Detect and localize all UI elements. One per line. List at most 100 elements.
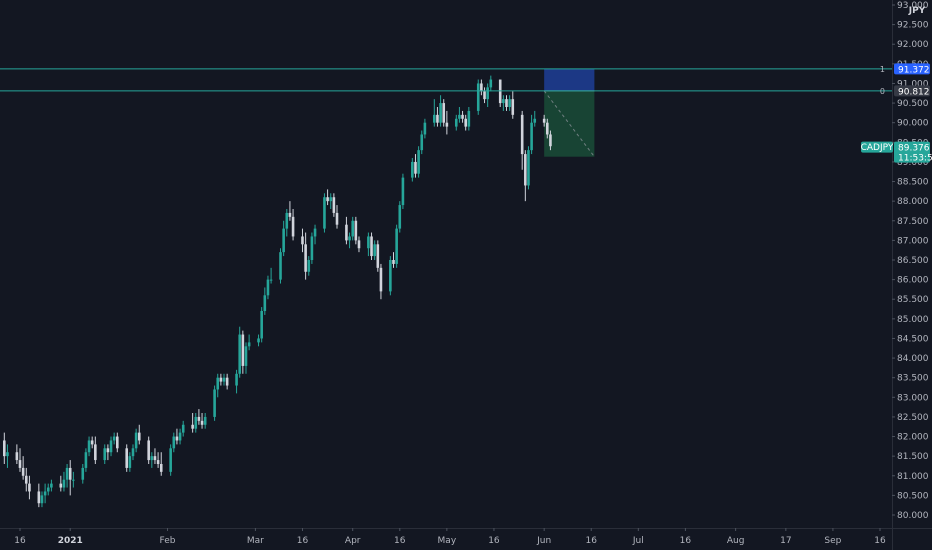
time-tick-label: Aug: [727, 536, 745, 546]
price-tick-label: 92.500: [897, 21, 929, 31]
candle-body-up: [62, 479, 66, 488]
time-axis[interactable]: 16 2021 Feb Mar 16 Apr 16 May 16 Jun 16 Jul 16 Aug 17 S…: [14, 528, 886, 546]
time-tick-label: 16: [297, 536, 309, 546]
candle-body-up: [401, 177, 405, 206]
candle-body-down: [461, 114, 464, 119]
candle-body-down: [115, 436, 119, 449]
candle-body-up: [323, 197, 326, 229]
candle-body-up: [351, 220, 355, 237]
time-tick-label: Jun: [536, 536, 551, 546]
candle-body-up: [238, 334, 242, 374]
candle-body-up: [398, 205, 402, 229]
candle-body-up: [527, 150, 530, 186]
candle-body-up: [395, 228, 398, 264]
candle-body-down: [175, 436, 179, 441]
candle-body-up: [439, 103, 442, 123]
time-tick-label: 17: [780, 536, 791, 546]
candle-body-up: [203, 416, 207, 425]
candle-body-up: [194, 416, 198, 429]
candle-body-down: [147, 440, 150, 461]
candle-body-down: [549, 134, 552, 147]
price-tick-label: 83.000: [897, 393, 929, 403]
time-tick-label: 16: [586, 536, 598, 546]
candle-body-up: [266, 279, 270, 296]
candle-body-down: [505, 99, 508, 107]
candle-body-up: [486, 87, 489, 100]
price-tick-label: 87.000: [897, 236, 929, 246]
candle-body-down: [3, 440, 6, 457]
candle-body-up: [216, 377, 220, 390]
candle-body-up: [467, 110, 471, 127]
candle-body-up: [502, 99, 505, 104]
candle-body-up: [43, 491, 47, 496]
candle-body-down: [241, 334, 245, 366]
price-tick-label: 89.000: [897, 158, 929, 168]
candle-body-up: [128, 456, 132, 468]
symbol-badge-bg: [861, 141, 893, 153]
candles: [3, 75, 552, 508]
horizontal-lines[interactable]: 10: [0, 65, 892, 96]
candle-body-down: [332, 197, 336, 213]
price-tag-last-text: 11:53:51: [898, 154, 932, 164]
candle-body-down: [445, 122, 449, 127]
price-tick-label: 90.500: [897, 99, 929, 109]
price-axis[interactable]: 80.000 80.500 81.000 81.500 82.000 82.500 83.0…: [892, 1, 929, 521]
candle-body-up: [84, 452, 88, 468]
candle-body-up: [65, 467, 69, 480]
candle-body-down: [370, 236, 373, 257]
candle-body-down: [520, 114, 524, 155]
candle-body-down: [291, 216, 295, 237]
time-tick-label: 16: [394, 536, 406, 546]
candle-body-up: [269, 279, 273, 281]
candle-body-down: [200, 420, 204, 425]
candle-body-down: [59, 483, 63, 488]
candle-body-up: [263, 295, 267, 311]
price-tag-line-0: 90.812: [894, 85, 930, 97]
position-path-line: [543, 90, 595, 158]
candle-body-down: [106, 448, 110, 453]
candle-body-down: [90, 440, 94, 445]
candle-body-up: [134, 432, 138, 449]
candle-body-down: [24, 475, 28, 484]
time-tick-label: Feb: [160, 536, 176, 546]
price-tick-label: 87.500: [897, 217, 929, 227]
candle-body-down: [442, 103, 446, 123]
candle-body-up: [178, 432, 182, 441]
price-tag-last-bg: [894, 141, 930, 163]
price-tick-label: 82.000: [897, 433, 929, 443]
candle-body-up: [40, 495, 44, 504]
candle-body-up: [109, 440, 113, 453]
candle-body-down: [483, 91, 486, 100]
price-tick-label: 90.000: [897, 119, 929, 129]
price-tag-line-1-bg: [894, 63, 930, 75]
candle-body-up: [310, 236, 314, 260]
candle-body-up: [222, 377, 226, 382]
candle-body-down: [219, 377, 223, 382]
candle-body-up: [411, 161, 414, 178]
time-tick-label: 16: [680, 536, 692, 546]
price-tag-line-0-text: 90.812: [898, 87, 930, 97]
candle-body-down: [542, 118, 546, 123]
candle-body-up: [489, 79, 493, 88]
candle-body-down: [68, 467, 72, 480]
candle-body-up: [476, 83, 480, 111]
candle-body-down: [345, 224, 348, 241]
candle-body-up: [213, 389, 216, 417]
currency-label: JPY: [908, 6, 926, 16]
candle-body-up: [87, 440, 91, 453]
candle-body-up: [530, 122, 533, 151]
candle-body-down: [524, 154, 527, 186]
price-tick-label: 84.500: [897, 334, 929, 344]
candle-body-up: [50, 483, 53, 488]
time-tick-label: 16: [488, 536, 500, 546]
candle-body-up: [533, 118, 537, 123]
candle-body-up: [247, 342, 251, 347]
time-tick-label: 16: [874, 536, 886, 546]
candle-body-down: [159, 464, 163, 472]
candle-body-up: [72, 479, 75, 481]
candle-body-up: [6, 452, 9, 457]
candle-body-down: [197, 416, 201, 421]
time-tick-label: May: [438, 536, 457, 546]
